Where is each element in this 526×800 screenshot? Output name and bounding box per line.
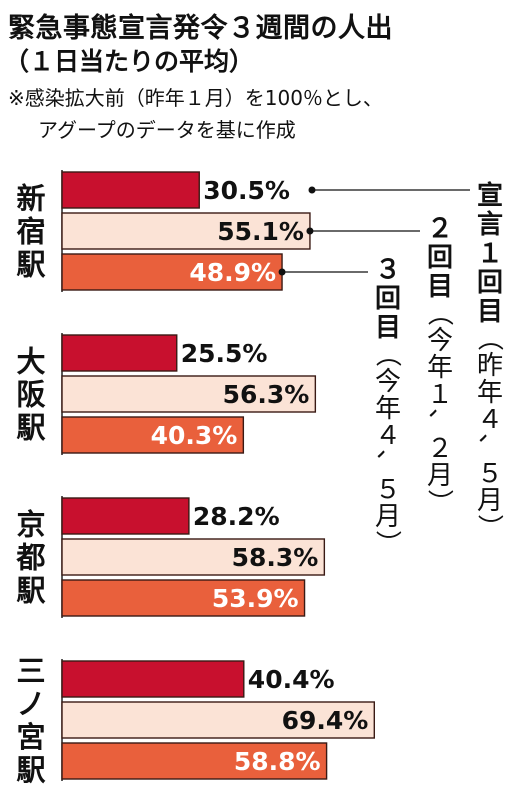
chart-title: 緊急事態宣言発令３週間の人出 xyxy=(8,13,393,44)
station-label-char: 都 xyxy=(15,541,45,575)
legend-char: ３ xyxy=(375,255,401,285)
bar-value-label: 58.8% xyxy=(234,747,321,776)
bar-value-label: 25.5% xyxy=(181,339,268,368)
bar-value-label: 55.1% xyxy=(217,217,304,246)
bar-value-label: 28.2% xyxy=(193,502,280,531)
bar-value-label: 58.3% xyxy=(232,543,319,572)
bar-value-label: 69.4% xyxy=(282,706,369,735)
station-label-char: 駅 xyxy=(16,411,45,445)
bar-3 xyxy=(61,579,306,617)
station-label-char: 宮 xyxy=(16,720,45,754)
bar-value-label: 40.3% xyxy=(151,421,238,450)
source-note-line-2: アグープのデータを基に作成 xyxy=(38,118,296,142)
bar-value-label: 56.3% xyxy=(223,380,310,409)
legend-char: ２ xyxy=(427,214,453,244)
station-label-char: ノ xyxy=(16,687,45,721)
bar-1 xyxy=(61,334,178,372)
legend-char: 、 xyxy=(474,433,504,459)
bar-value-label: 40.4% xyxy=(248,665,335,694)
legend-char: （ xyxy=(474,325,504,351)
bar-1 xyxy=(61,497,190,535)
legend-char: 、 xyxy=(372,449,402,475)
legend-char: 今 xyxy=(375,367,401,397)
legend-char: １ xyxy=(427,380,453,410)
station-label-char: 阪 xyxy=(16,378,45,412)
legend-char: ４ xyxy=(477,405,503,435)
station-label-char: 大 xyxy=(16,345,45,379)
bar-3 xyxy=(61,742,328,780)
bar-2 xyxy=(61,538,326,576)
legend-char: 、 xyxy=(424,408,454,434)
legend-char: 年 xyxy=(427,353,453,383)
legend-char: 年 xyxy=(477,378,503,408)
station-label-char: 宿 xyxy=(16,215,45,249)
legend-char: ５ xyxy=(477,459,503,489)
bar-3 xyxy=(61,416,245,454)
legend-char: （ xyxy=(372,341,402,367)
station-label-char: 三 xyxy=(16,654,45,688)
legend-char: 回 xyxy=(427,243,453,273)
bar-1 xyxy=(61,660,245,698)
legend-char: 目 xyxy=(477,297,503,327)
legend-char: 回 xyxy=(477,268,503,298)
bar-2 xyxy=(61,701,375,739)
bar-3 xyxy=(61,253,283,291)
legend-char: 昨 xyxy=(477,351,503,381)
bar-1 xyxy=(61,171,200,209)
legend-char: 年 xyxy=(375,394,401,424)
legend-char: ４ xyxy=(375,421,401,451)
bar-value-label: 53.9% xyxy=(212,584,299,613)
source-note-line-1: ※感染拡大前（昨年１月）を100％とし、 xyxy=(8,86,383,110)
legend-char: 目 xyxy=(427,272,453,302)
station-label-char: 駅 xyxy=(16,248,45,282)
station-label-char: 新 xyxy=(16,182,45,216)
legend-char: ２ xyxy=(427,434,453,464)
legend-char: 月 xyxy=(477,486,503,516)
station-label-char: 駅 xyxy=(16,574,45,608)
legend-char: 目 xyxy=(375,313,401,343)
chart-subtitle: （１日当たりの平均） xyxy=(4,47,255,76)
legend-char: （ xyxy=(424,300,454,326)
station-label-char: 京 xyxy=(16,508,45,542)
bar-value-label: 48.9% xyxy=(189,258,276,287)
bar-2 xyxy=(61,375,317,413)
legend-char: ） xyxy=(424,489,454,515)
legend-char: 回 xyxy=(375,284,401,314)
bar-value-label: 30.5% xyxy=(203,176,290,205)
legend-char: 宣 xyxy=(477,180,503,211)
legend-char: 月 xyxy=(427,461,453,491)
legend-char: 月 xyxy=(375,502,401,532)
legend-char: 言 xyxy=(477,210,503,240)
legend-char: １ xyxy=(477,239,503,269)
legend-char: ５ xyxy=(375,475,401,505)
station-label-char: 駅 xyxy=(16,753,45,787)
legend-char: 今 xyxy=(427,326,453,356)
legend-char: ） xyxy=(372,530,402,556)
legend-char: ） xyxy=(474,514,504,540)
